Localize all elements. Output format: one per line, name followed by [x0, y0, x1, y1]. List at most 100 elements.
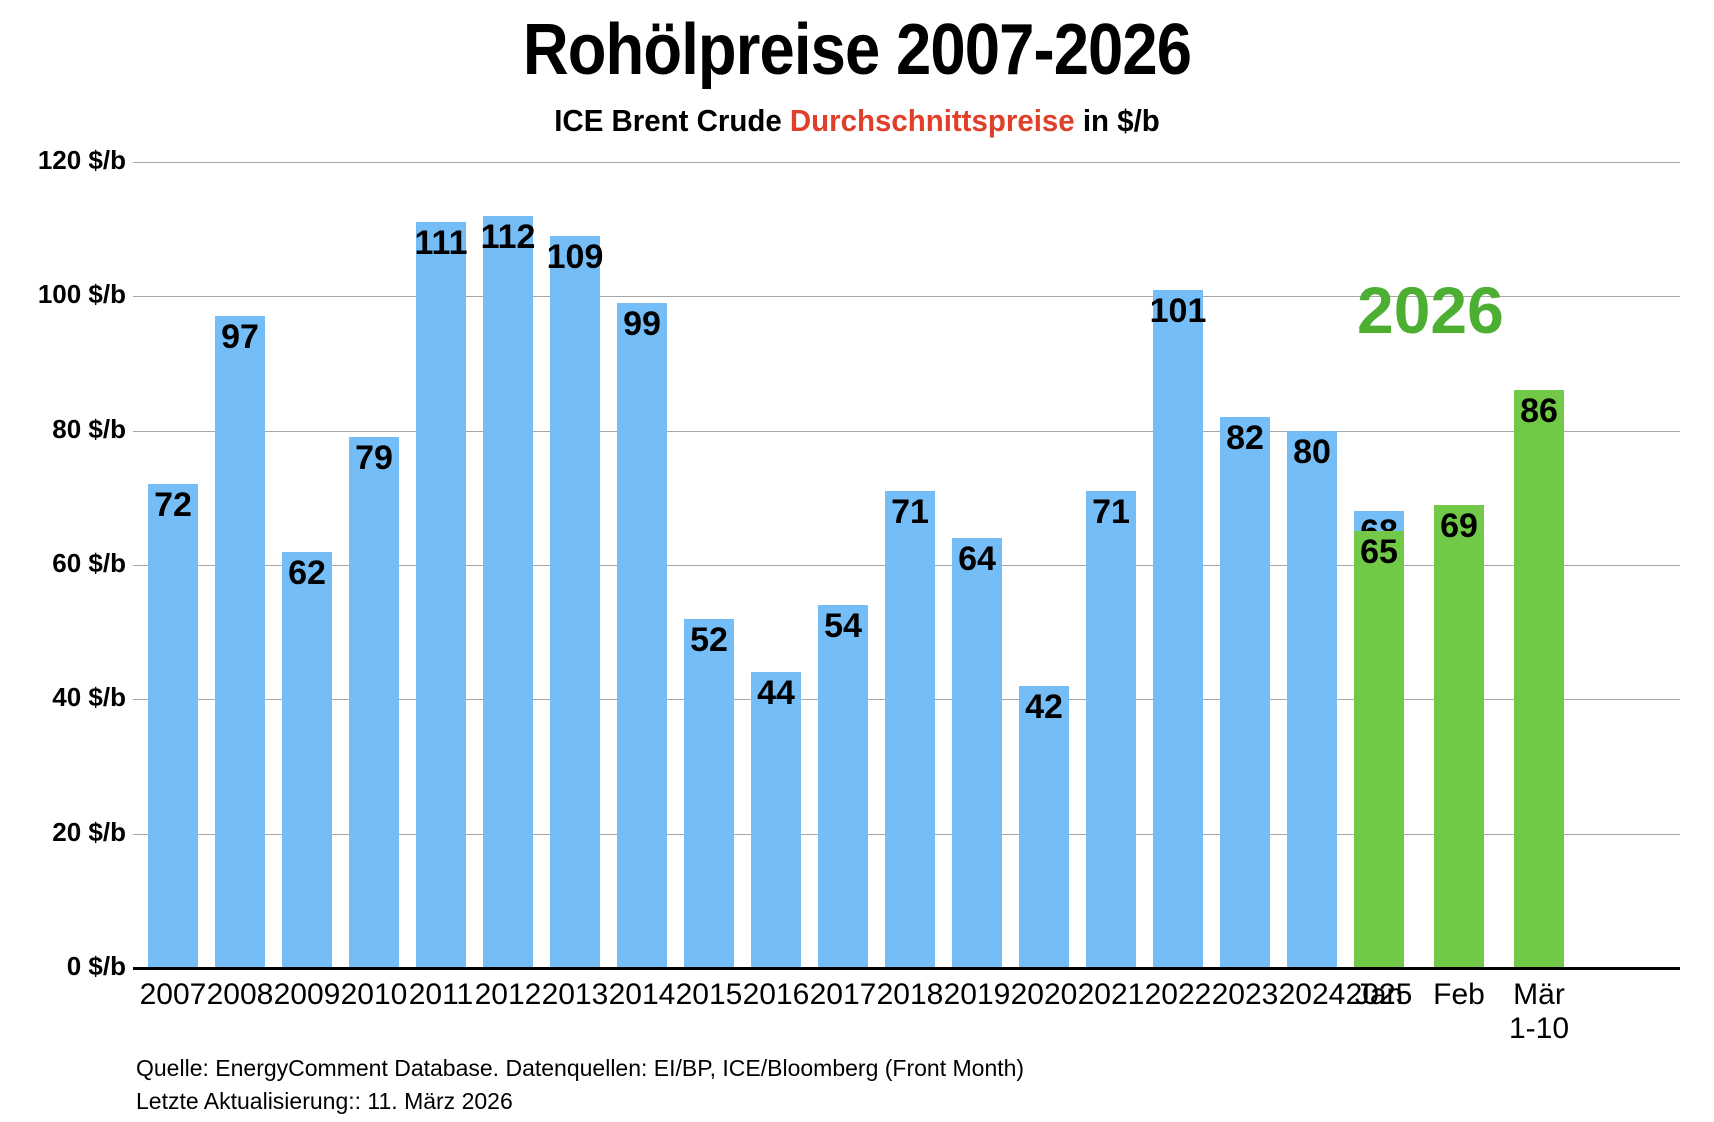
y-tick-label-60: 60 $/b — [52, 548, 126, 578]
bar-2013[interactable]: 109 — [547, 235, 603, 968]
bar-value-label: 64 — [958, 540, 996, 579]
subtitle-highlight: Durchschnittspreise — [789, 103, 1075, 138]
bar-2007[interactable]: 72 — [148, 484, 198, 968]
x-tick-label-2016: 2016 — [739, 978, 813, 1012]
bar-2023[interactable]: 82 — [1220, 417, 1270, 968]
x-tick-text: 2022 — [1144, 978, 1212, 1011]
x-tick-text: 2009 — [273, 978, 341, 1011]
chart-subtitle: ICE Brent Crude Durchschnittspreise in $… — [43, 103, 1671, 138]
x-tick-label-mär: Mär 1-10 — [1502, 978, 1576, 1045]
bar-value-label: 80 — [1293, 432, 1331, 471]
x-tick-label-2011: 2011 — [404, 978, 478, 1012]
bar-value-label: 71 — [891, 493, 929, 532]
bar-2022[interactable]: 101 — [1150, 289, 1206, 968]
x-tick-label-2007: 2007 — [136, 978, 210, 1012]
bar-2017[interactable]: 54 — [818, 605, 868, 968]
x-tick-label-2018: 2018 — [873, 978, 947, 1012]
bar-value-label: 112 — [480, 217, 536, 256]
x-tick-text: 2012 — [474, 978, 542, 1011]
subtitle-post: in $/b — [1074, 103, 1160, 138]
bar-value-label: 42 — [1025, 687, 1063, 726]
y-tick-label-40: 40 $/b — [52, 682, 126, 713]
footnote-source: Quelle: EnergyComment Database. Datenque… — [136, 1055, 1025, 1081]
chart-title: Rohölpreise 2007-2026 — [522, 10, 1192, 90]
x-tick-sublabel: 1-10 — [1508, 1011, 1570, 1045]
bar-value-label: 97 — [221, 318, 259, 357]
x-tick-label-2020: 2020 — [1007, 978, 1081, 1012]
x-tick-label-2019: 2019 — [940, 978, 1014, 1012]
y-tick-label-100: 100 $/b — [37, 279, 126, 310]
bar-2024[interactable]: 80 — [1287, 430, 1337, 968]
x-tick-text: 2007 — [139, 978, 207, 1011]
bar-value-label: 72 — [154, 486, 192, 525]
bar-value-label: 69 — [1440, 506, 1478, 545]
bar-value-label: 62 — [288, 553, 326, 592]
x-tick-text: 2014 — [608, 978, 676, 1011]
bar-2014[interactable]: 99 — [617, 303, 667, 968]
bar-mär[interactable]: 86 — [1514, 390, 1564, 968]
x-axis-line — [133, 967, 1680, 970]
x-tick-label-2024: 2024 — [1275, 978, 1349, 1012]
bar-2018[interactable]: 71 — [885, 491, 935, 968]
x-tick-text: 2021 — [1077, 978, 1145, 1011]
x-tick-text: 2013 — [541, 978, 609, 1011]
x-tick-label-2010: 2010 — [337, 978, 411, 1012]
x-tick-text: Feb — [1433, 978, 1485, 1011]
bar-2011[interactable]: 111 — [414, 222, 468, 968]
x-tick-label-2008: 2008 — [203, 978, 277, 1012]
year-annotation-2026: 2026 — [1357, 273, 1504, 347]
x-tick-text: 2016 — [742, 978, 810, 1011]
footnote-updated: Letzte Aktualisierung:: 11. März 2026 — [136, 1088, 513, 1115]
y-tick-label-0: 0 $/b — [66, 951, 126, 981]
bar-value-label: 71 — [1092, 493, 1130, 532]
x-tick-text: 2011 — [408, 978, 474, 1011]
bar-value-label: 99 — [623, 305, 661, 344]
gridline-100 — [133, 296, 1680, 298]
bar-2015[interactable]: 52 — [684, 618, 734, 968]
bar-value-label: 82 — [1226, 419, 1264, 458]
x-tick-label-2014: 2014 — [605, 978, 679, 1012]
bar-2008[interactable]: 97 — [215, 316, 265, 968]
gridline-80 — [133, 430, 1680, 432]
bar-2016[interactable]: 44 — [751, 672, 801, 968]
subtitle-pre: ICE Brent Crude — [554, 103, 790, 138]
bar-jan[interactable]: 65 — [1354, 531, 1404, 968]
x-tick-label-2012: 2012 — [471, 978, 545, 1012]
x-tick-label-2013: 2013 — [538, 978, 612, 1012]
bar-feb[interactable]: 69 — [1434, 504, 1484, 968]
x-tick-label-2025: 2025 — [1342, 978, 1416, 1012]
x-tick-label-2023: 2023 — [1208, 978, 1282, 1012]
x-tick-text: 2020 — [1010, 978, 1078, 1011]
y-axis: 120 $/b 100 $/b 80 $/b 60 $/b 40 $/b 20 $/b 0 … — [0, 0, 126, 1122]
gridline-120 — [133, 162, 1680, 163]
y-tick-label-20: 20 $/b — [52, 816, 126, 847]
bar-2012[interactable]: 112 — [480, 215, 536, 968]
x-tick-text: 2025 — [1345, 978, 1413, 1011]
bar-value-label: 44 — [757, 674, 795, 713]
x-tick-label-feb: Feb — [1422, 978, 1496, 1012]
plot-area: 72 97 62 79 111 112 109 99 52 44 54 71 64 42 71 101 82 80… — [133, 162, 1680, 968]
x-tick-text: 2015 — [675, 978, 743, 1011]
x-tick-text: 2023 — [1211, 978, 1279, 1011]
bar-2009[interactable]: 62 — [282, 551, 332, 968]
bar-2020[interactable]: 42 — [1019, 685, 1069, 968]
x-tick-label-2021: 2021 — [1074, 978, 1148, 1012]
x-tick-text: 2010 — [340, 978, 408, 1011]
x-tick-text: Jan — [1354, 978, 1404, 1011]
y-tick-label-80: 80 $/b — [52, 413, 126, 444]
x-tick-label-2009: 2009 — [270, 978, 344, 1012]
bar-value-label: 54 — [824, 607, 862, 646]
bar-value-label: 86 — [1520, 392, 1558, 431]
x-tick-text: 2024 — [1278, 978, 1346, 1011]
bar-value-label: 79 — [355, 439, 393, 478]
bar-value-label: 52 — [690, 620, 728, 659]
bar-2010[interactable]: 79 — [349, 437, 399, 968]
x-tick-text: Mär — [1513, 978, 1565, 1011]
bar-value-label: 111 — [414, 224, 468, 263]
bar-2021[interactable]: 71 — [1086, 491, 1136, 968]
bar-2019[interactable]: 64 — [952, 538, 1002, 968]
bar-value-label: 101 — [1149, 291, 1207, 330]
x-tick-label-2022: 2022 — [1141, 978, 1215, 1012]
x-tick-text: 2017 — [809, 978, 877, 1011]
